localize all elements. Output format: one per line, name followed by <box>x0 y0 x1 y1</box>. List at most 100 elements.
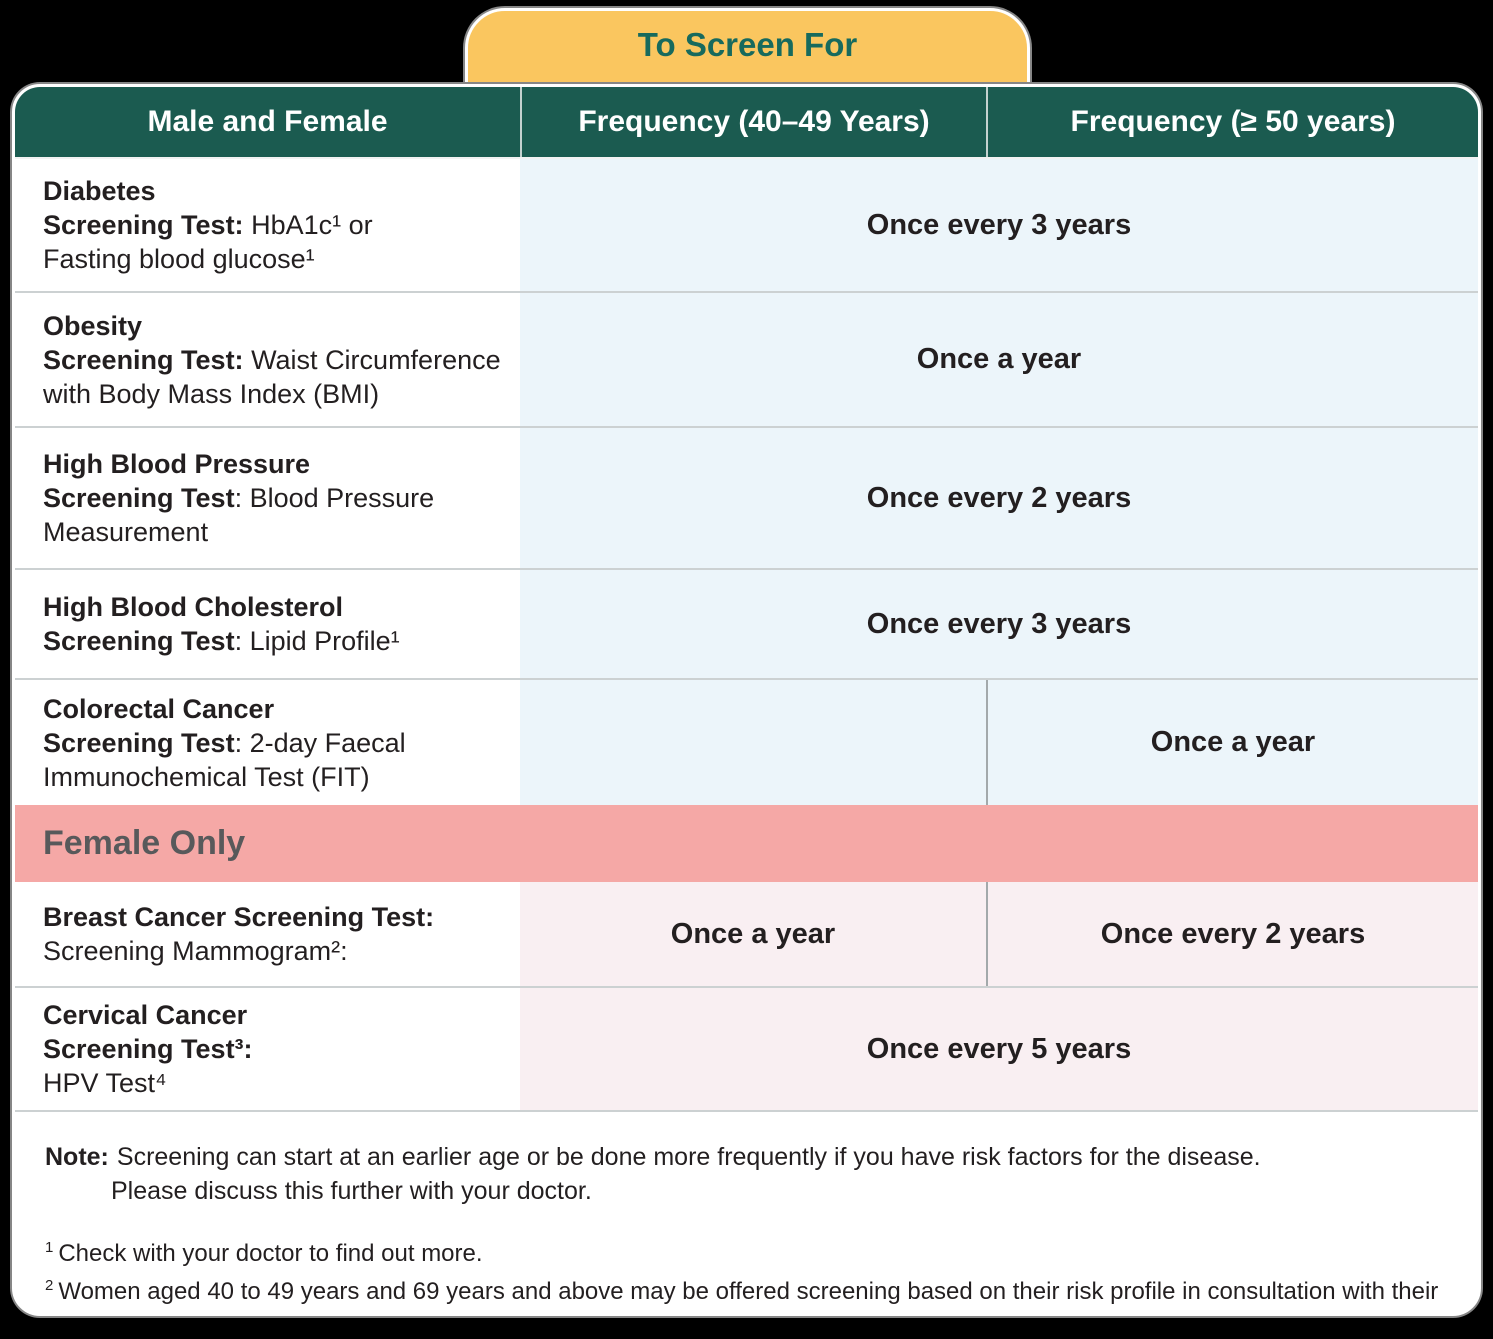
table-section: Diabetes Screening Test: HbA1c¹ or Fasting… <box>15 159 1478 805</box>
female-only-label: Female Only <box>43 824 246 862</box>
table-header-row: Male and Female Frequency (40–49 Years) … <box>15 87 1478 159</box>
footnote-1-marker: 1 <box>45 1239 54 1256</box>
text-segment: : Lipid Profile¹ <box>234 626 400 656</box>
screening-name-cell: Obesity Screening Test: Waist Circumferen… <box>15 293 520 426</box>
text-segment: with Body Mass Index (BMI) <box>43 378 380 409</box>
table-body: Diabetes Screening Test: HbA1c¹ or Fasting… <box>15 159 1478 1112</box>
header-frequency-40-49: Frequency (40–49 Years) <box>520 87 986 157</box>
frequency-cell: Once every 5 years <box>520 988 1478 1110</box>
note-text: Screening can start at an earlier age or… <box>116 1143 1261 1171</box>
frequency-value: Once every 5 years <box>866 1032 1132 1065</box>
screening-text-line: Screening Test: 2-day Faecal <box>43 726 512 760</box>
screening-text-line: Cervical Cancer <box>43 998 512 1032</box>
table-row: High Blood Pressure Screening Test: Blood… <box>15 428 1478 570</box>
screening-text-line: Measurement <box>43 515 512 549</box>
text-segment: Breast Cancer Screening Test: <box>43 902 435 932</box>
header-frequency-50-plus: Frequency (≥ 50 years) <box>986 87 1478 157</box>
table-row: Obesity Screening Test: Waist Circumferen… <box>15 293 1478 428</box>
table-row: High Blood Cholesterol Screening Test: Li… <box>15 570 1478 680</box>
screening-text-line: Diabetes <box>43 174 512 208</box>
screening-table-card: Male and Female Frequency (40–49 Years) … <box>12 84 1481 1316</box>
text-segment: Immunochemical Test (FIT) <box>43 761 370 792</box>
frequency-cell: Once every 2 years <box>986 882 1478 986</box>
screening-text-line: High Blood Pressure <box>43 447 512 481</box>
frequency-cell: Once a year <box>986 680 1478 805</box>
text-segment: HPV Test⁴ <box>43 1068 167 1098</box>
female-only-band: Female Only <box>15 805 1478 882</box>
notes-section: Note: Screening can start at an earlier a… <box>15 1112 1478 1313</box>
table-section: Breast Cancer Screening Test: Screening M… <box>15 882 1478 1112</box>
screening-name-cell: Breast Cancer Screening Test: Screening M… <box>15 882 520 986</box>
screening-text-line: Immunochemical Test (FIT) <box>43 760 512 794</box>
text-segment: Screening Test <box>43 727 235 758</box>
screening-name-cell: Cervical Cancer Screening Test³: HPV Test⁴ <box>15 988 520 1110</box>
frequency-cells: Once every 5 years <box>520 988 1478 1110</box>
table-row: Diabetes Screening Test: HbA1c¹ or Fasting… <box>15 159 1478 293</box>
frequency-value: Once a year <box>1150 726 1316 758</box>
frequency-value: Once every 2 years <box>1100 917 1366 950</box>
table-row: Colorectal Cancer Screening Test: 2-day F… <box>15 680 1478 805</box>
screening-name-cell: Colorectal Cancer Screening Test: 2-day F… <box>15 680 520 805</box>
table-row: Breast Cancer Screening Test: Screening M… <box>15 882 1478 988</box>
footnote-1-text: Check with your doctor to find out more. <box>58 1240 483 1267</box>
text-segment: Screening Test <box>43 483 235 513</box>
text-segment: Measurement <box>43 517 209 547</box>
footnote-1: 1 Check with your doctor to find out more… <box>45 1232 1448 1270</box>
footnotes: 1 Check with your doctor to find out more… <box>45 1232 1448 1313</box>
screening-text-line: Screening Mammogram²: <box>43 934 512 968</box>
frequency-cells: Once every 2 years <box>520 428 1478 568</box>
note-line-2: Please discuss this further with your do… <box>111 1177 592 1205</box>
screening-name-cell: Diabetes Screening Test: HbA1c¹ or Fasting… <box>15 159 520 291</box>
text-segment: Cervical Cancer <box>43 1000 248 1030</box>
frequency-cell: Once every 2 years <box>520 428 1478 568</box>
footnote-2-text: Women aged 40 to 49 years and 69 years a… <box>45 1278 1439 1313</box>
frequency-cell: Once a year <box>520 882 986 986</box>
text-segment: : 2-day Faecal <box>234 727 406 758</box>
frequency-cell: Once every 3 years <box>520 159 1478 291</box>
text-segment: Screening Test: <box>43 210 244 240</box>
text-segment: Screening Test³: <box>43 1034 253 1064</box>
frequency-cells: Once a year Once every 2 years <box>520 882 1478 986</box>
screening-text-line: with Body Mass Index (BMI) <box>43 377 512 411</box>
footnote-2-marker: 2 <box>45 1277 54 1294</box>
text-segment: Screening Test <box>43 626 235 656</box>
screening-text-line: Screening Test: Waist Circumference <box>43 343 512 377</box>
screening-text-line: Fasting blood glucose¹ <box>43 242 512 276</box>
text-segment: Screening Test: <box>43 344 244 375</box>
screening-text-line: Screening Test³: <box>43 1032 512 1066</box>
text-segment: HbA1c¹ or <box>243 210 373 240</box>
frequency-cells: Once every 3 years <box>520 159 1478 291</box>
screening-name-cell: High Blood Pressure Screening Test: Blood… <box>15 428 520 568</box>
text-segment: Diabetes <box>43 176 156 206</box>
text-segment: Obesity <box>43 310 143 341</box>
header-male-and-female: Male and Female <box>147 105 388 138</box>
frequency-cell <box>520 680 986 805</box>
text-segment: Fasting blood glucose¹ <box>43 244 315 274</box>
text-segment: High Blood Cholesterol <box>43 592 343 622</box>
text-segment: Waist Circumference <box>243 344 501 375</box>
text-segment: : Blood Pressure <box>234 483 435 513</box>
frequency-value: Once every 2 years <box>866 481 1132 514</box>
screening-text-line: Colorectal Cancer <box>43 692 512 726</box>
frequency-cells: Once a year <box>520 293 1478 426</box>
screening-text-line: High Blood Cholesterol <box>43 590 512 624</box>
screening-text-line: Screening Test: HbA1c¹ or <box>43 208 512 242</box>
text-segment: Screening Mammogram²: <box>43 936 348 966</box>
note-line: Note: Screening can start at an earlier a… <box>45 1140 1448 1174</box>
to-screen-for-tab: To Screen For <box>465 8 1030 96</box>
frequency-cells: Once every 3 years <box>520 570 1478 678</box>
screening-name-cell: High Blood Cholesterol Screening Test: Li… <box>15 570 520 678</box>
table-row: Cervical Cancer Screening Test³: HPV Test⁴… <box>15 988 1478 1112</box>
screening-text-line: Breast Cancer Screening Test: <box>43 900 512 934</box>
frequency-value: Once every 3 years <box>866 607 1132 640</box>
frequency-cells: Once a year <box>520 680 1478 805</box>
screening-text-line: Screening Test: Lipid Profile¹ <box>43 624 512 658</box>
frequency-cell: Once every 3 years <box>520 570 1478 678</box>
to-screen-for-label: To Screen For <box>637 26 858 63</box>
frequency-value: Once a year <box>916 343 1082 375</box>
footnote-2: 2 Women aged 40 to 49 years and 69 years … <box>45 1270 1448 1313</box>
text-segment: High Blood Pressure <box>43 449 311 479</box>
text-segment: Colorectal Cancer <box>43 693 275 724</box>
screening-text-line: Obesity <box>43 309 512 343</box>
